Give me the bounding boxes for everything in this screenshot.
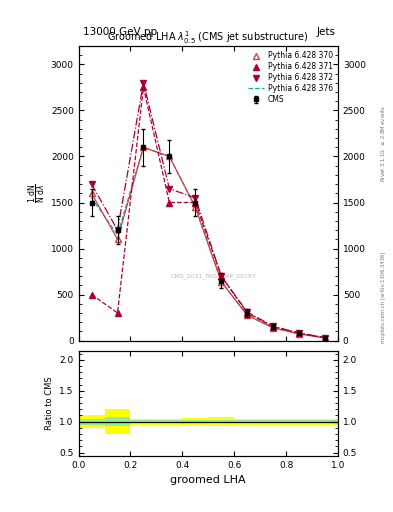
Pythia 6.428 376 (193, 204, 198, 210)
Text: mcplots.cern.ch [arXiv:1306.3436]: mcplots.cern.ch [arXiv:1306.3436] (381, 251, 386, 343)
Pythia 6.428 370 (245, 312, 250, 318)
Line: Pythia 6.428 376: Pythia 6.428 376 (92, 147, 325, 338)
Pythia 6.428 371 (115, 310, 120, 316)
Pythia 6.428 371 (297, 330, 301, 336)
Title: Groomed LHA $\lambda^{1}_{0.5}$ (CMS jet substructure): Groomed LHA $\lambda^{1}_{0.5}$ (CMS jet… (108, 29, 309, 46)
Pythia 6.428 372 (115, 227, 120, 233)
Pythia 6.428 370 (115, 236, 120, 242)
Pythia 6.428 376 (141, 144, 146, 151)
Text: CMS_2021_PAS_SMP_20187: CMS_2021_PAS_SMP_20187 (171, 273, 256, 279)
Y-axis label: $\frac{1}{\mathrm{N}}\frac{\mathrm{d}\mathrm{N}}{\mathrm{d}\lambda}$: $\frac{1}{\mathrm{N}}\frac{\mathrm{d}\ma… (26, 183, 48, 203)
Pythia 6.428 376 (245, 312, 250, 318)
Pythia 6.428 371 (323, 335, 327, 341)
Text: 13000 GeV pp: 13000 GeV pp (83, 27, 157, 37)
Pythia 6.428 372 (219, 273, 224, 279)
Line: Pythia 6.428 371: Pythia 6.428 371 (88, 84, 329, 341)
Pythia 6.428 370 (167, 154, 172, 160)
Pythia 6.428 371 (167, 200, 172, 206)
X-axis label: groomed LHA: groomed LHA (171, 475, 246, 485)
Pythia 6.428 372 (271, 323, 275, 329)
Pythia 6.428 376 (219, 279, 224, 285)
Pythia 6.428 371 (219, 273, 224, 279)
Text: Jets: Jets (317, 27, 336, 37)
Pythia 6.428 372 (141, 80, 146, 86)
Pythia 6.428 371 (89, 291, 94, 297)
Pythia 6.428 372 (89, 181, 94, 187)
Pythia 6.428 370 (297, 331, 301, 337)
Y-axis label: Ratio to CMS: Ratio to CMS (45, 376, 54, 430)
Pythia 6.428 372 (193, 195, 198, 201)
Pythia 6.428 370 (323, 335, 327, 341)
Pythia 6.428 371 (245, 310, 250, 316)
Pythia 6.428 372 (245, 309, 250, 315)
Pythia 6.428 376 (297, 331, 301, 337)
Pythia 6.428 376 (323, 335, 327, 341)
Pythia 6.428 370 (89, 190, 94, 197)
Pythia 6.428 376 (89, 195, 94, 201)
Pythia 6.428 372 (167, 186, 172, 192)
Pythia 6.428 371 (271, 324, 275, 330)
Pythia 6.428 370 (193, 204, 198, 210)
Pythia 6.428 371 (141, 84, 146, 91)
Pythia 6.428 370 (219, 279, 224, 285)
Pythia 6.428 372 (323, 334, 327, 340)
Pythia 6.428 371 (193, 200, 198, 206)
Pythia 6.428 376 (167, 154, 172, 160)
Text: Rivet 3.1.10, $\geq$ 2.8M events: Rivet 3.1.10, $\geq$ 2.8M events (379, 105, 387, 182)
Line: Pythia 6.428 372: Pythia 6.428 372 (88, 79, 329, 341)
Line: Pythia 6.428 370: Pythia 6.428 370 (88, 144, 329, 342)
Pythia 6.428 376 (115, 231, 120, 238)
Pythia 6.428 376 (271, 325, 275, 331)
Pythia 6.428 370 (141, 144, 146, 151)
Pythia 6.428 370 (271, 325, 275, 331)
Pythia 6.428 372 (297, 330, 301, 336)
Legend: Pythia 6.428 370, Pythia 6.428 371, Pythia 6.428 372, Pythia 6.428 376, CMS: Pythia 6.428 370, Pythia 6.428 371, Pyth… (247, 50, 334, 105)
